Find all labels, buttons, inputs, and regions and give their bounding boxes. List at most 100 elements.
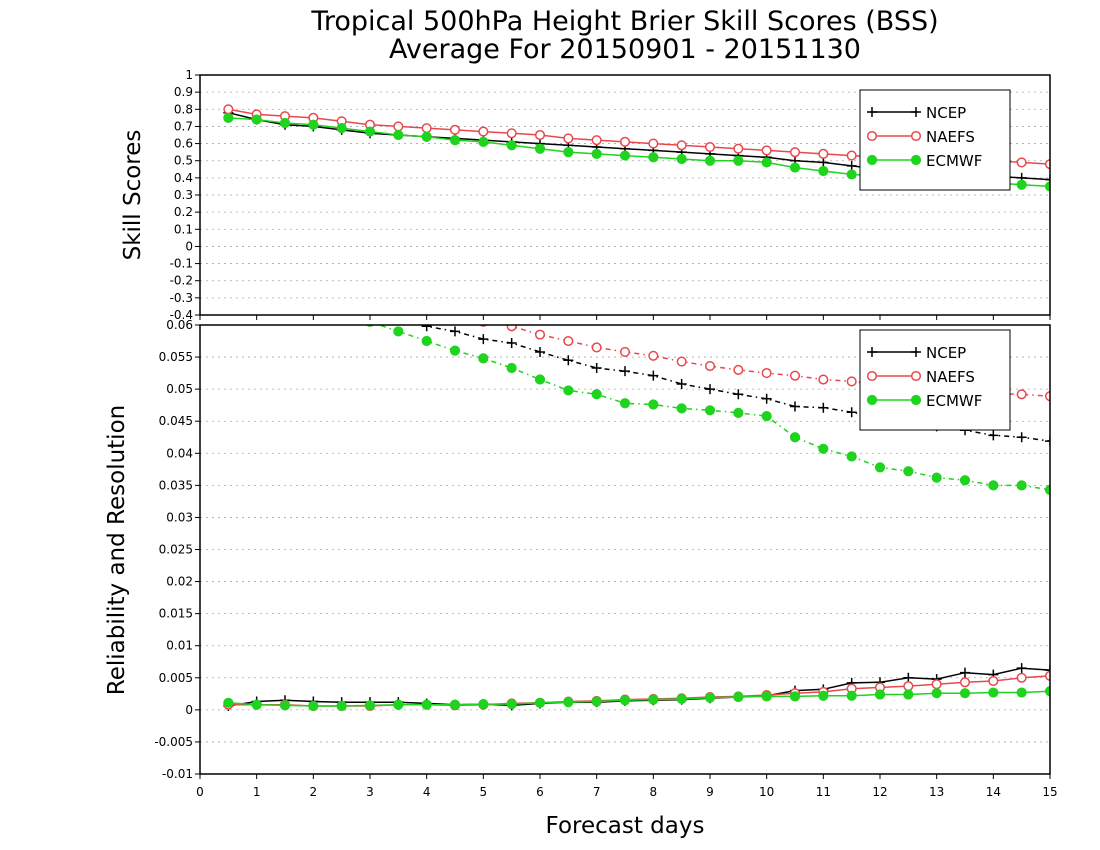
legend-marker [866,154,878,166]
ncep-resolution-point [676,379,687,390]
ncep-resolution-point [421,325,432,332]
ncep-resolution-point [648,370,659,381]
ecmwf-reliability-point [223,697,234,708]
naefs-resolution-point [337,269,346,278]
x-tick-label: 7 [593,785,601,799]
x-tick-label: 13 [929,785,944,799]
ncep-resolution-point [563,355,574,366]
naefs-resolution-point [422,301,431,310]
legend-marker [911,107,921,117]
ecmwf-reliability-point [534,697,546,708]
ecmwf-bss-point [846,169,857,180]
ecmwf-bss-point [733,155,744,166]
naefs-bss-point [478,126,489,137]
ecmwf-bss-point [704,155,716,166]
y-tick-label-bottom: 0.01 [166,639,193,653]
naefs-bss-point [223,104,234,115]
ecmwf-reliability-point [506,698,517,710]
ecmwf-bss-point [223,112,234,123]
ecmwf-bss-point [563,147,574,158]
x-tick-label: 1 [253,785,261,799]
legend-marker [866,394,878,406]
ncep-resolution-point [450,326,460,337]
y-tick-label-bottom: 0.03 [166,510,193,524]
y-tick-label-top: 0.4 [174,171,193,185]
naefs-resolution-point [704,361,716,372]
ecmwf-resolution-point [676,403,687,414]
naefs-resolution-point [591,342,602,353]
x-tick-label: 15 [1042,785,1057,799]
y-tick-label-bottom: 0 [185,703,193,717]
y-tick-label-bottom: 0.05 [166,382,193,396]
y-tick-label-top: -0.1 [170,257,193,271]
ecmwf-bss-point [251,114,262,125]
ecmwf-reliability-point [818,690,829,701]
ecmwf-reliability-point [733,691,744,703]
legend-label: NCEP [926,344,966,362]
x-axis-label: Forecast days [546,813,705,839]
ecmwf-resolution-point [421,335,432,347]
naefs-resolution-point [676,356,687,367]
naefs-resolution-point [818,374,829,385]
ecmwf-reliability-point [393,699,404,710]
ecmwf-resolution-point [449,345,461,356]
legend-marker [866,370,878,382]
ncep-resolution-point [308,282,318,292]
ecmwf-reliability-point [648,694,659,705]
y-tick-label-bottom: 0.02 [166,575,193,589]
y-tick-label-bottom: 0.025 [159,543,193,557]
y-tick-label-bottom: 0.045 [159,414,193,428]
ncep-resolution-point [846,407,857,418]
x-tick-label: 12 [872,785,887,799]
ecmwf-bss-point [818,165,829,177]
ecmwf-bss-point [1016,179,1027,190]
naefs-bss-point [534,129,546,141]
naefs-resolution-point [761,368,772,379]
ecmwf-bss-point [506,140,517,151]
ncep-resolution-point [790,401,800,412]
x-tick-label: 2 [310,785,318,799]
naefs-bss-point [421,123,432,134]
legend-bottom: NCEP NAEFS ECMWF [859,329,1011,431]
ecmwf-bss-point [676,153,687,165]
ecmwf-resolution-point [534,374,546,385]
legend-entry-ecmwf: ECMWF [866,152,982,170]
ecmwf-resolution-point [733,407,744,418]
ecmwf-resolution-point [931,472,942,483]
reliability-resolution-panel: 0.06 0.055 0.05 0.045 0.04 0.035 0.03 0.025 0.02… [154,269,1051,781]
ncep-resolution-point [1045,436,1050,447]
y-tick-label-bottom: 0.005 [159,671,193,685]
naefs-resolution-line [498,325,1050,397]
naefs-resolution-point [846,376,857,387]
ecmwf-reliability-point [874,689,886,700]
ecmwf-resolution-point [309,298,318,307]
naefs-bss-point [563,133,574,144]
y-tick-label-top: 0 [185,239,193,253]
ecmwf-bss-point [421,131,432,142]
y-tick-label-bottom: -0.01 [162,767,193,781]
ecmwf-resolution-point [478,353,489,364]
legend-top: NCEP NAEFS ECMWF [859,89,1011,191]
y-tick-label-top: 0.2 [174,205,193,219]
ecmwf-resolution-point [591,389,602,400]
ncep-resolution-point [988,430,999,441]
y-tick-label-top: 1 [185,68,193,82]
ncep-resolution-point [705,384,715,395]
naefs-bss-point [393,121,404,132]
ecmwf-resolution-point [252,282,261,291]
ecmwf-resolution-point [619,398,631,409]
ecmwf-resolution-point [224,276,233,285]
y-tick-label-top: 0.3 [174,188,193,202]
naefs-reliability-point [959,677,971,688]
ecmwf-resolution-point [988,480,999,491]
chart-title: Tropical 500hPa Height Brier Skill Score… [310,6,938,37]
ecmwf-reliability-point [478,698,489,710]
ecmwf-bss-point [393,129,404,141]
ecmwf-resolution-point [874,462,886,473]
ecmwf-reliability-point [279,700,291,711]
x-tick-label: 4 [423,785,431,799]
naefs-reliability-point [903,681,914,692]
ecmwf-bss-point [478,136,489,147]
naefs-resolution-point [451,309,460,318]
